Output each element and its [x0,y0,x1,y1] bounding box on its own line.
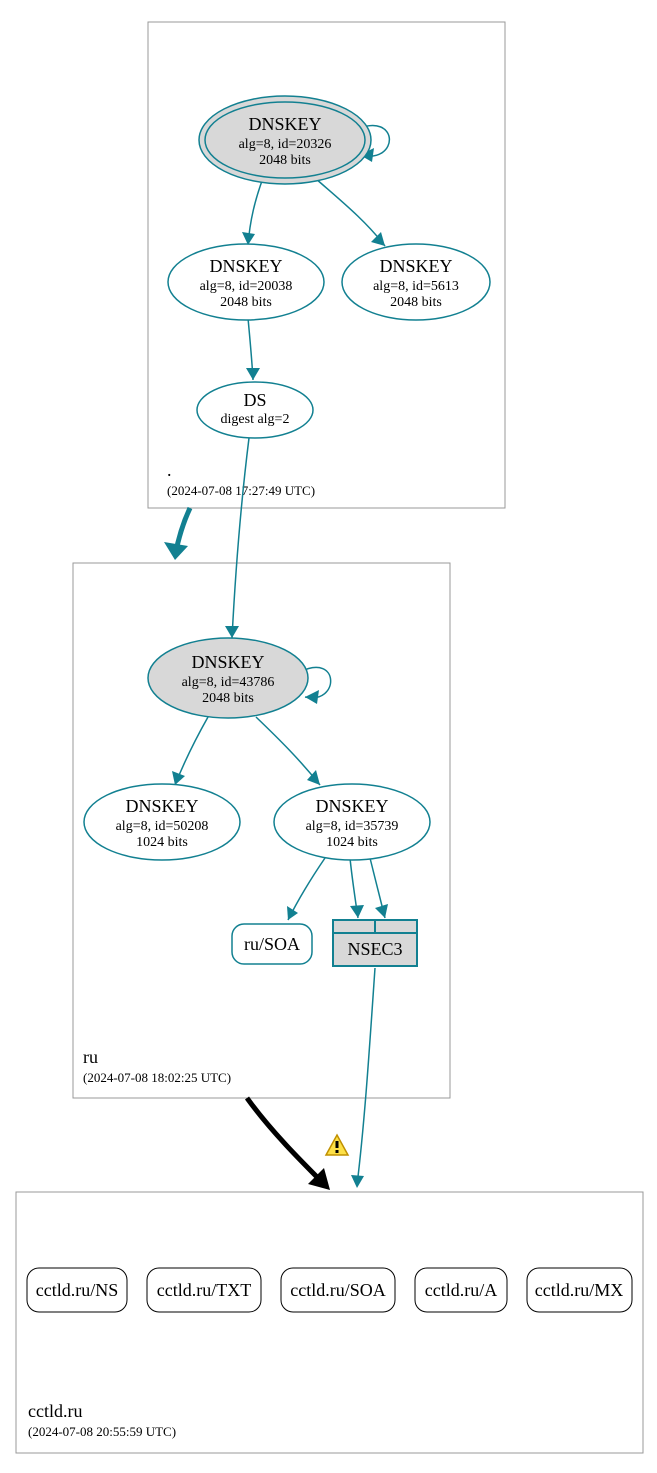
svg-text:DNSKEY: DNSKEY [191,652,264,672]
zone-root-time: (2024-07-08 17:27:49 UTC) [167,483,315,498]
svg-text:alg=8, id=5613: alg=8, id=5613 [373,279,459,294]
node-ru-zsk2: DNSKEY alg=8, id=35739 1024 bits [274,784,430,860]
zone-cctld-label: cctld.ru [28,1401,82,1421]
svg-text:2048 bits: 2048 bits [202,691,254,706]
zone-root-label: . [167,460,172,480]
svg-text:cctld.ru/SOA: cctld.ru/SOA [290,1280,385,1300]
zone-cctld-box [16,1192,643,1453]
svg-text:2048 bits: 2048 bits [390,295,442,310]
svg-text:1024 bits: 1024 bits [326,835,378,850]
svg-text:DS: DS [243,390,266,410]
edge-ruksk-zsk2 [256,717,320,785]
node-ru-zsk1: DNSKEY alg=8, id=50208 1024 bits [84,784,240,860]
svg-text:2048 bits: 2048 bits [220,295,272,310]
edge-ru-to-cctld [247,1098,324,1184]
svg-text:1024 bits: 1024 bits [136,835,188,850]
warning-icon [326,1135,348,1155]
svg-text:DNSKEY: DNSKEY [248,114,321,134]
node-rr-ns: cctld.ru/NS [27,1268,127,1312]
node-ds: DS digest alg=2 [197,382,313,438]
edge-rootksk-zsk2 [315,178,385,246]
node-rr-soa: cctld.ru/SOA [281,1268,395,1312]
svg-text:cctld.ru/A: cctld.ru/A [425,1280,497,1300]
svg-text:alg=8, id=35739: alg=8, id=35739 [306,819,399,834]
node-rr-txt: cctld.ru/TXT [147,1268,261,1312]
svg-text:alg=8, id=20038: alg=8, id=20038 [200,279,293,294]
node-ru-soa: ru/SOA [232,924,312,964]
node-root-zsk2: DNSKEY alg=8, id=5613 2048 bits [342,244,490,320]
svg-text:digest alg=2: digest alg=2 [221,412,290,427]
svg-text:cctld.ru/MX: cctld.ru/MX [535,1280,623,1300]
edge-nsec3-cctld [357,968,375,1185]
svg-text:DNSKEY: DNSKEY [315,796,388,816]
zone-cctld-time: (2024-07-08 20:55:59 UTC) [28,1424,176,1439]
zone-ru-label: ru [83,1047,98,1067]
svg-text:alg=8, id=20326: alg=8, id=20326 [239,137,332,152]
svg-text:ru/SOA: ru/SOA [244,934,300,954]
svg-text:cctld.ru/TXT: cctld.ru/TXT [157,1280,251,1300]
svg-text:DNSKEY: DNSKEY [379,256,452,276]
svg-text:NSEC3: NSEC3 [347,939,402,959]
node-rr-mx: cctld.ru/MX [527,1268,632,1312]
dnssec-diagram: . (2024-07-08 17:27:49 UTC) ru (2024-07-… [0,0,657,1473]
svg-text:DNSKEY: DNSKEY [209,256,282,276]
zone-ru-time: (2024-07-08 18:02:25 UTC) [83,1070,231,1085]
node-rr-a: cctld.ru/A [415,1268,507,1312]
svg-text:alg=8, id=50208: alg=8, id=50208 [116,819,209,834]
svg-text:cctld.ru/NS: cctld.ru/NS [36,1280,119,1300]
svg-text:DNSKEY: DNSKEY [125,796,198,816]
node-nsec3: NSEC3 [333,920,417,966]
node-root-ksk: DNSKEY alg=8, id=20326 2048 bits [199,96,371,184]
svg-text:2048 bits: 2048 bits [259,153,311,168]
node-ru-ksk: DNSKEY alg=8, id=43786 2048 bits [148,638,308,718]
svg-text:alg=8, id=43786: alg=8, id=43786 [182,675,275,690]
edge-ds-ruksk [232,438,249,638]
node-root-zsk1: DNSKEY alg=8, id=20038 2048 bits [168,244,324,320]
